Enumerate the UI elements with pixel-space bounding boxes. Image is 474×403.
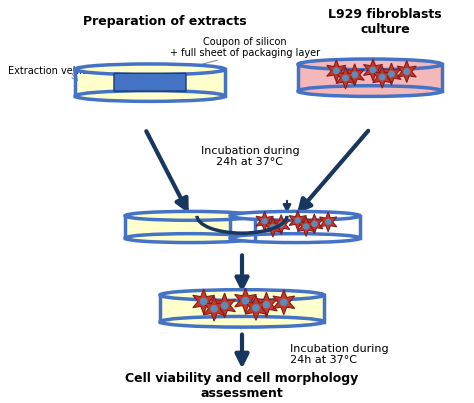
Circle shape xyxy=(352,72,357,77)
Ellipse shape xyxy=(298,59,442,70)
Bar xyxy=(298,64,442,91)
Ellipse shape xyxy=(125,234,255,243)
Bar xyxy=(75,69,225,96)
Text: Cell viability and cell morphology
assessment: Cell viability and cell morphology asses… xyxy=(126,372,359,400)
Circle shape xyxy=(263,301,270,308)
Ellipse shape xyxy=(160,290,324,300)
Polygon shape xyxy=(235,288,256,313)
Text: Incubation during
24h at 37°C: Incubation during 24h at 37°C xyxy=(201,145,299,167)
Ellipse shape xyxy=(75,91,225,102)
Polygon shape xyxy=(319,212,337,232)
Polygon shape xyxy=(264,217,282,237)
Text: L929 fibroblasts
culture: L929 fibroblasts culture xyxy=(328,8,442,36)
Circle shape xyxy=(303,224,309,229)
Circle shape xyxy=(389,71,394,77)
Circle shape xyxy=(211,305,217,312)
Ellipse shape xyxy=(125,212,255,220)
Circle shape xyxy=(281,299,287,305)
Circle shape xyxy=(312,221,317,226)
Polygon shape xyxy=(289,211,306,231)
Circle shape xyxy=(279,222,283,227)
Polygon shape xyxy=(306,214,323,234)
Polygon shape xyxy=(214,293,236,318)
Circle shape xyxy=(326,219,331,224)
Bar xyxy=(125,216,255,238)
Polygon shape xyxy=(345,64,364,86)
Text: Incubation during
24h at 37°C: Incubation during 24h at 37°C xyxy=(290,344,389,365)
Bar xyxy=(230,216,360,238)
Text: Coupon of silicon
+ full sheet of packaging layer: Coupon of silicon + full sheet of packag… xyxy=(170,37,320,58)
Polygon shape xyxy=(255,292,277,317)
FancyBboxPatch shape xyxy=(114,73,186,91)
Polygon shape xyxy=(373,66,392,88)
Polygon shape xyxy=(336,67,355,89)
Circle shape xyxy=(262,219,267,224)
Circle shape xyxy=(380,75,385,80)
Polygon shape xyxy=(298,217,315,237)
Polygon shape xyxy=(273,215,290,235)
Polygon shape xyxy=(382,63,401,85)
Circle shape xyxy=(201,298,207,305)
Ellipse shape xyxy=(230,212,360,220)
Text: Extraction vehicle: Extraction vehicle xyxy=(8,66,96,76)
Circle shape xyxy=(343,75,348,81)
Polygon shape xyxy=(203,296,225,321)
Polygon shape xyxy=(273,290,295,315)
Polygon shape xyxy=(245,295,267,320)
Circle shape xyxy=(253,305,259,311)
Circle shape xyxy=(242,297,249,304)
Ellipse shape xyxy=(75,64,225,75)
Circle shape xyxy=(334,68,339,73)
Circle shape xyxy=(404,69,410,74)
Polygon shape xyxy=(397,61,416,83)
Polygon shape xyxy=(256,211,273,231)
Polygon shape xyxy=(327,60,346,82)
Circle shape xyxy=(295,218,300,223)
Ellipse shape xyxy=(298,86,442,96)
Text: Preparation of extracts: Preparation of extracts xyxy=(83,15,247,28)
Ellipse shape xyxy=(160,316,324,327)
Circle shape xyxy=(270,225,275,230)
Circle shape xyxy=(221,302,228,309)
Polygon shape xyxy=(193,289,215,314)
Circle shape xyxy=(370,67,376,73)
Ellipse shape xyxy=(230,234,360,243)
Polygon shape xyxy=(364,59,383,81)
Bar xyxy=(160,295,324,322)
